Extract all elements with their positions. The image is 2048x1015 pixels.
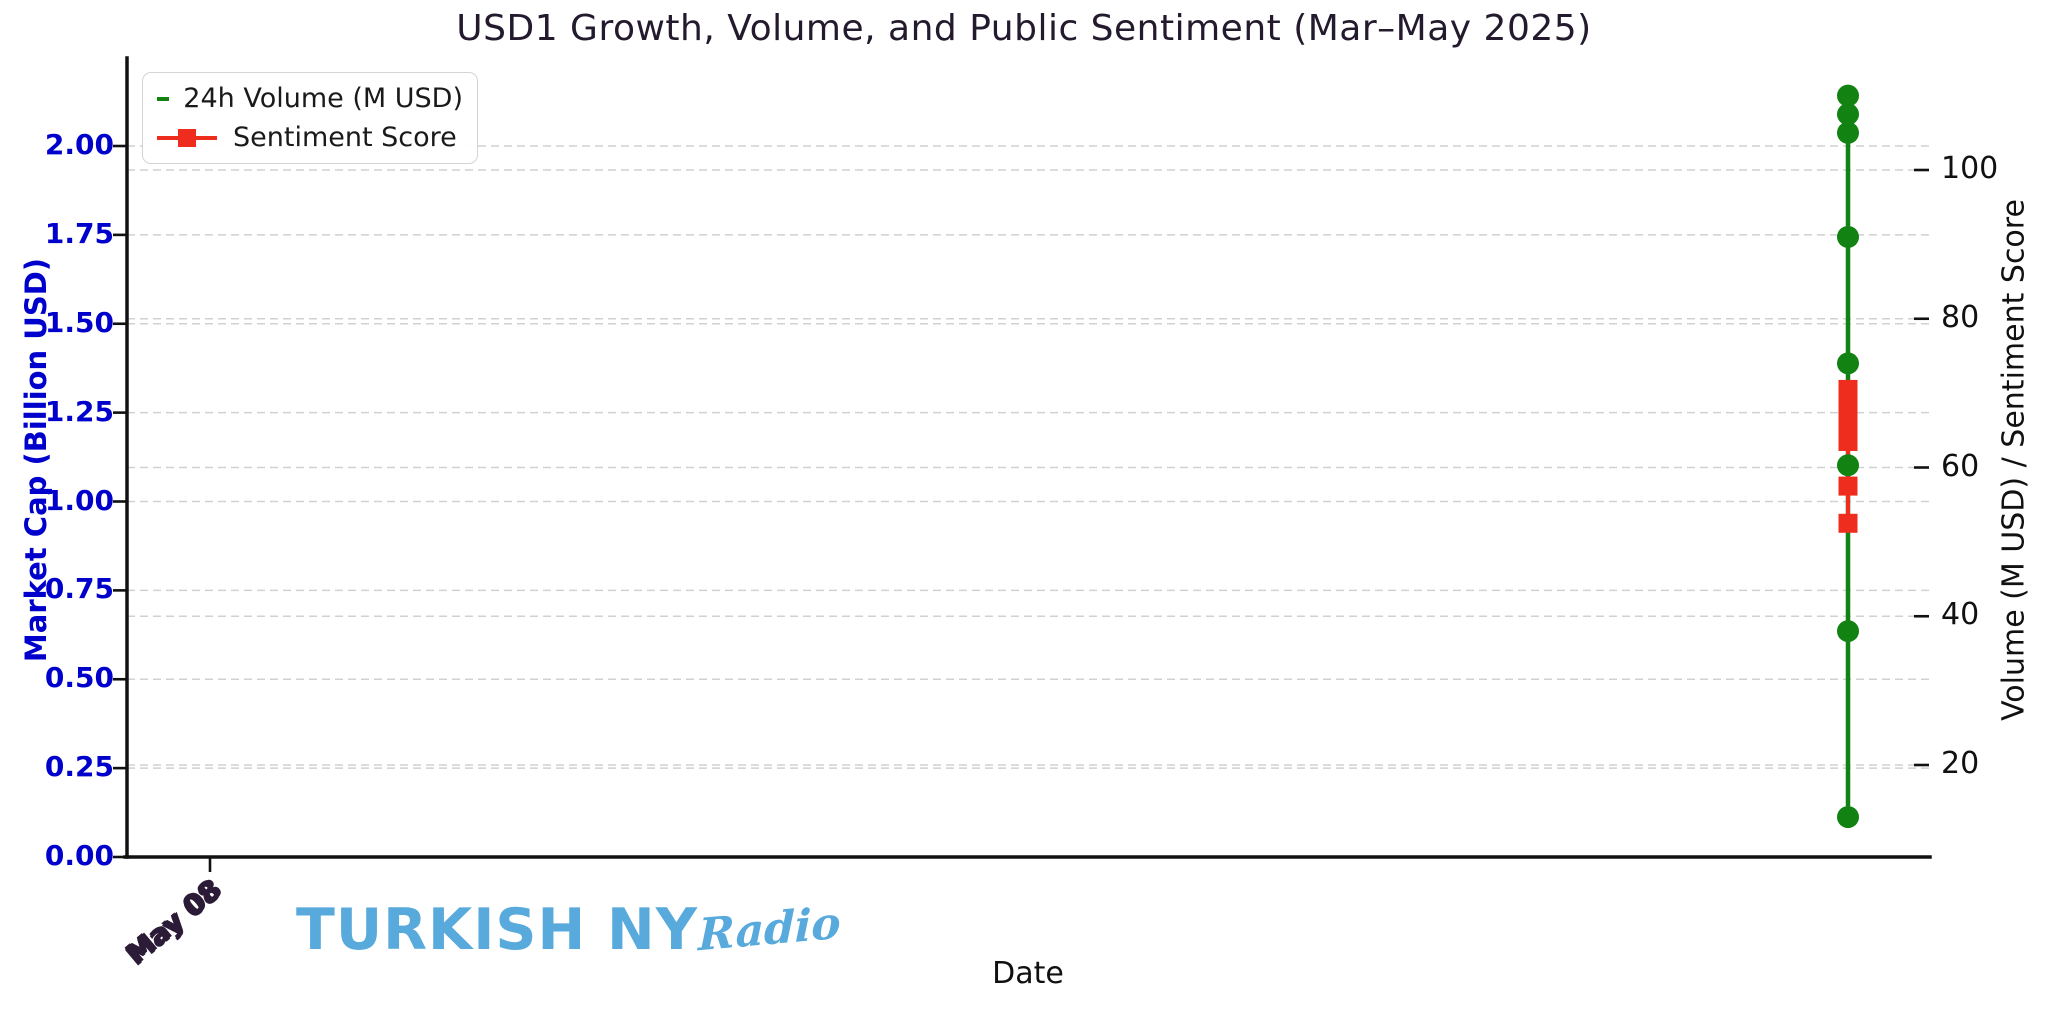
left-y-tick-label: 1.25 <box>44 394 114 428</box>
watermark-script-text: Radio <box>697 897 842 962</box>
legend-label-volume: 24h Volume (M USD) <box>183 83 463 114</box>
left-y-tick-label: 0.25 <box>44 750 114 784</box>
right-y-tick-label: 60 <box>1941 448 1980 484</box>
legend-item-sentiment: Sentiment Score <box>155 122 463 153</box>
left-y-tick-label: 1.50 <box>44 305 114 339</box>
left-y-tick-label: 1.75 <box>44 216 114 250</box>
sentiment-line-marker-icon <box>157 128 217 147</box>
left-y-tick-label: 0.00 <box>44 839 114 872</box>
legend-item-volume: 24h Volume (M USD) <box>155 83 463 114</box>
chart-title: USD1 Growth, Volume, and Public Sentimen… <box>456 8 1592 49</box>
left-y-tick-label: 0.50 <box>44 661 114 695</box>
left-y-tick-label: 2.00 <box>44 128 114 161</box>
x-axis-label: Date <box>992 956 1064 991</box>
left-y-tick-label: 1.00 <box>44 483 114 517</box>
right-axis-label: Volume (M USD) / Sentiment Score <box>1996 199 2032 721</box>
volume-line-marker-icon <box>157 96 170 101</box>
right-y-tick-label: 80 <box>1941 299 1980 335</box>
left-axis-label: Market Cap (Billion USD) <box>19 257 53 663</box>
right-y-tick-label: 20 <box>1941 746 1980 781</box>
watermark-main-text: TURKISH NY <box>296 897 699 963</box>
right-y-tick-label: 100 <box>1941 151 1999 186</box>
left-y-tick-label: 0.75 <box>44 572 114 606</box>
watermark: TURKISH NY Radio <box>296 897 842 963</box>
legend: 24h Volume (M USD) Sentiment Score <box>142 72 478 164</box>
legend-label-sentiment: Sentiment Score <box>233 122 457 153</box>
right-y-tick-label: 40 <box>1941 597 1980 633</box>
